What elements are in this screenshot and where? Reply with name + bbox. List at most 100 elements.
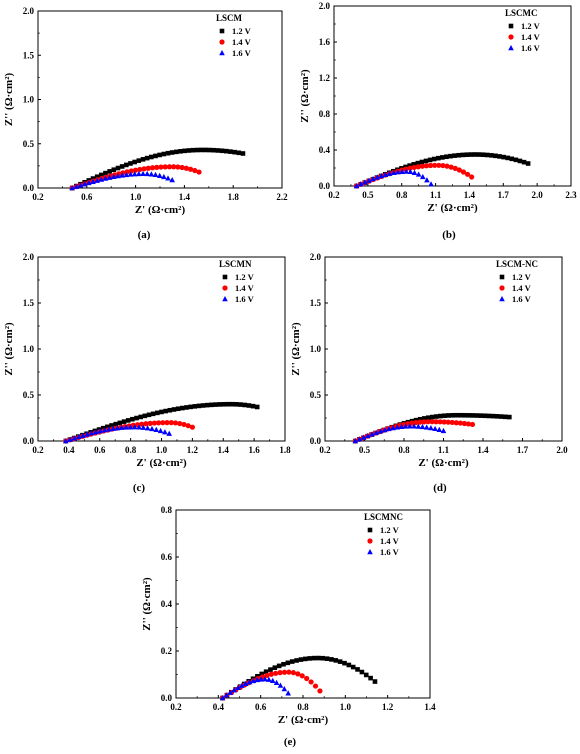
data-point [172, 420, 179, 426]
x-tick-label: 1.0 [156, 445, 168, 455]
y-tick-label: 0.8 [161, 505, 173, 515]
x-tick-label: 1.2 [382, 702, 394, 712]
data-point [258, 676, 264, 682]
data-point [144, 155, 150, 161]
series-1 [220, 655, 378, 701]
series-1 [63, 401, 260, 444]
data-point [474, 413, 480, 418]
data-point [98, 176, 105, 182]
data-point [468, 152, 474, 157]
data-point [445, 419, 451, 425]
data-point [394, 424, 401, 430]
data-point [117, 420, 123, 426]
data-point [382, 171, 389, 177]
data-point [415, 160, 421, 166]
data-point [286, 669, 292, 675]
data-point [67, 436, 73, 442]
data-point [457, 420, 463, 426]
data-point [109, 423, 114, 428]
data-point [128, 161, 133, 166]
data-point [431, 156, 437, 162]
data-point [119, 424, 125, 430]
data-point [232, 149, 237, 155]
x-tick-label: 1.1 [438, 445, 450, 455]
data-point [462, 412, 468, 418]
data-point [419, 423, 426, 430]
data-point [169, 177, 175, 183]
data-point [223, 692, 230, 698]
data-point [386, 170, 393, 176]
series-2 [353, 162, 475, 189]
data-point [269, 677, 276, 684]
data-point [370, 175, 376, 182]
x-tick-label: 0.2 [32, 445, 44, 455]
x-tick-label: 0.8 [297, 702, 309, 712]
data-point [186, 148, 192, 153]
data-point [179, 164, 185, 171]
data-point [90, 178, 96, 184]
legend-label: 1.6 V [521, 43, 541, 53]
y-tick-label: 0.2 [161, 646, 173, 656]
data-point [411, 423, 417, 429]
x-tick-label: 0.8 [396, 190, 408, 200]
y-tick-label: 0.4 [319, 145, 331, 155]
data-point [466, 413, 472, 418]
data-point [156, 420, 162, 426]
data-point [148, 171, 155, 177]
data-point [97, 428, 104, 434]
legend-label: 1.2 V [235, 272, 255, 282]
data-point [143, 421, 149, 427]
data-point [144, 425, 151, 431]
panel-title: LSCMC [505, 8, 538, 18]
data-point [119, 172, 125, 178]
data-point [285, 690, 291, 696]
data-point [169, 150, 175, 155]
y-tick-label: 1.0 [23, 95, 35, 105]
data-point [192, 404, 198, 409]
x-tick-label: 1.4 [218, 445, 230, 455]
y-tick-label: 0.0 [23, 436, 35, 446]
data-point [449, 419, 455, 426]
data-point [164, 420, 170, 426]
legend-marker [367, 527, 373, 533]
data-point [513, 157, 519, 163]
data-point [234, 402, 239, 407]
data-point [149, 154, 154, 160]
data-point [442, 413, 447, 418]
data-point [94, 177, 100, 183]
data-point [411, 169, 418, 175]
data-point [368, 675, 373, 681]
data-point [213, 402, 218, 407]
data-point [121, 419, 127, 424]
data-point [446, 413, 451, 418]
legend-marker [222, 296, 228, 302]
y-tick-label: 2.0 [23, 252, 35, 262]
data-point [507, 414, 512, 420]
data-point [444, 154, 449, 160]
data-point [242, 402, 248, 408]
x-tick-label: 1.0 [130, 192, 142, 202]
panel-3: 0.2 0.4 0.6 0.8 1.0 1.2 1.4 1.6 1.8 0.0 0.5 1.0 1.5 2… [3, 252, 291, 494]
x-tick-label: 1.4 [477, 445, 489, 455]
data-point [127, 171, 134, 177]
data-point [312, 683, 319, 689]
data-point [399, 168, 405, 174]
data-point [272, 665, 278, 670]
data-point [151, 420, 157, 426]
data-point [190, 147, 196, 153]
data-point [501, 154, 506, 160]
data-point [149, 425, 155, 432]
data-point [86, 179, 92, 186]
x-axis-title: Z' (Ω·cm²) [136, 457, 187, 469]
data-point [324, 656, 330, 661]
data-point [302, 656, 308, 662]
data-point [188, 404, 193, 410]
data-point [452, 153, 457, 158]
data-point [277, 670, 283, 676]
x-tick-label: 2.3 [565, 190, 577, 200]
data-point [146, 412, 152, 418]
x-tick-label: 1.7 [498, 190, 510, 200]
x-tick-label: 2.0 [556, 445, 568, 455]
data-point [464, 152, 470, 157]
data-point [407, 168, 414, 175]
